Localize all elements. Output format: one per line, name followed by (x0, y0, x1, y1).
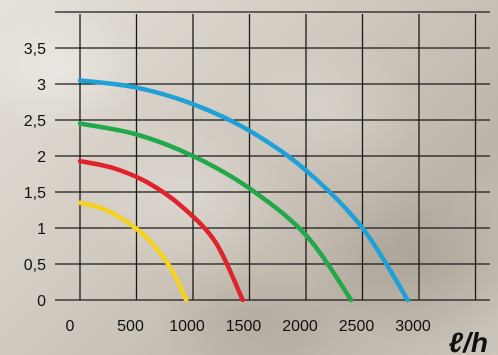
y-tick-label: 1,5 (24, 185, 46, 202)
y-tick-label: 2 (37, 149, 46, 166)
x-tick-label: 1500 (226, 318, 262, 335)
x-tick-label: 2500 (339, 318, 375, 335)
y-tick-label: 2,5 (24, 113, 46, 130)
grid-lines (55, 11, 490, 301)
series-line (77, 121, 354, 303)
y-tick-labels: 0 0,5 1 1,5 2 2,5 3 3,5 (24, 41, 46, 310)
y-tick-label: 1 (37, 221, 46, 238)
x-tick-labels: 0 500 1000 1500 2000 2500 3000 (66, 318, 431, 335)
series-line (77, 200, 189, 303)
y-tick-label: 3 (37, 77, 46, 94)
series-lines (77, 78, 410, 303)
x-axis-label: ℓ/h (449, 327, 488, 355)
series-line (77, 78, 410, 303)
y-tick-label: 3,5 (24, 41, 46, 58)
x-tick-label: 500 (117, 318, 144, 335)
x-tick-label: 1000 (169, 318, 205, 335)
y-tick-label: 0,5 (24, 257, 46, 274)
y-tick-label: 0 (37, 293, 46, 310)
x-tick-label: 3000 (395, 318, 431, 335)
x-tick-label: 0 (66, 318, 75, 335)
series-line (77, 158, 245, 303)
x-tick-label: 2000 (282, 318, 318, 335)
